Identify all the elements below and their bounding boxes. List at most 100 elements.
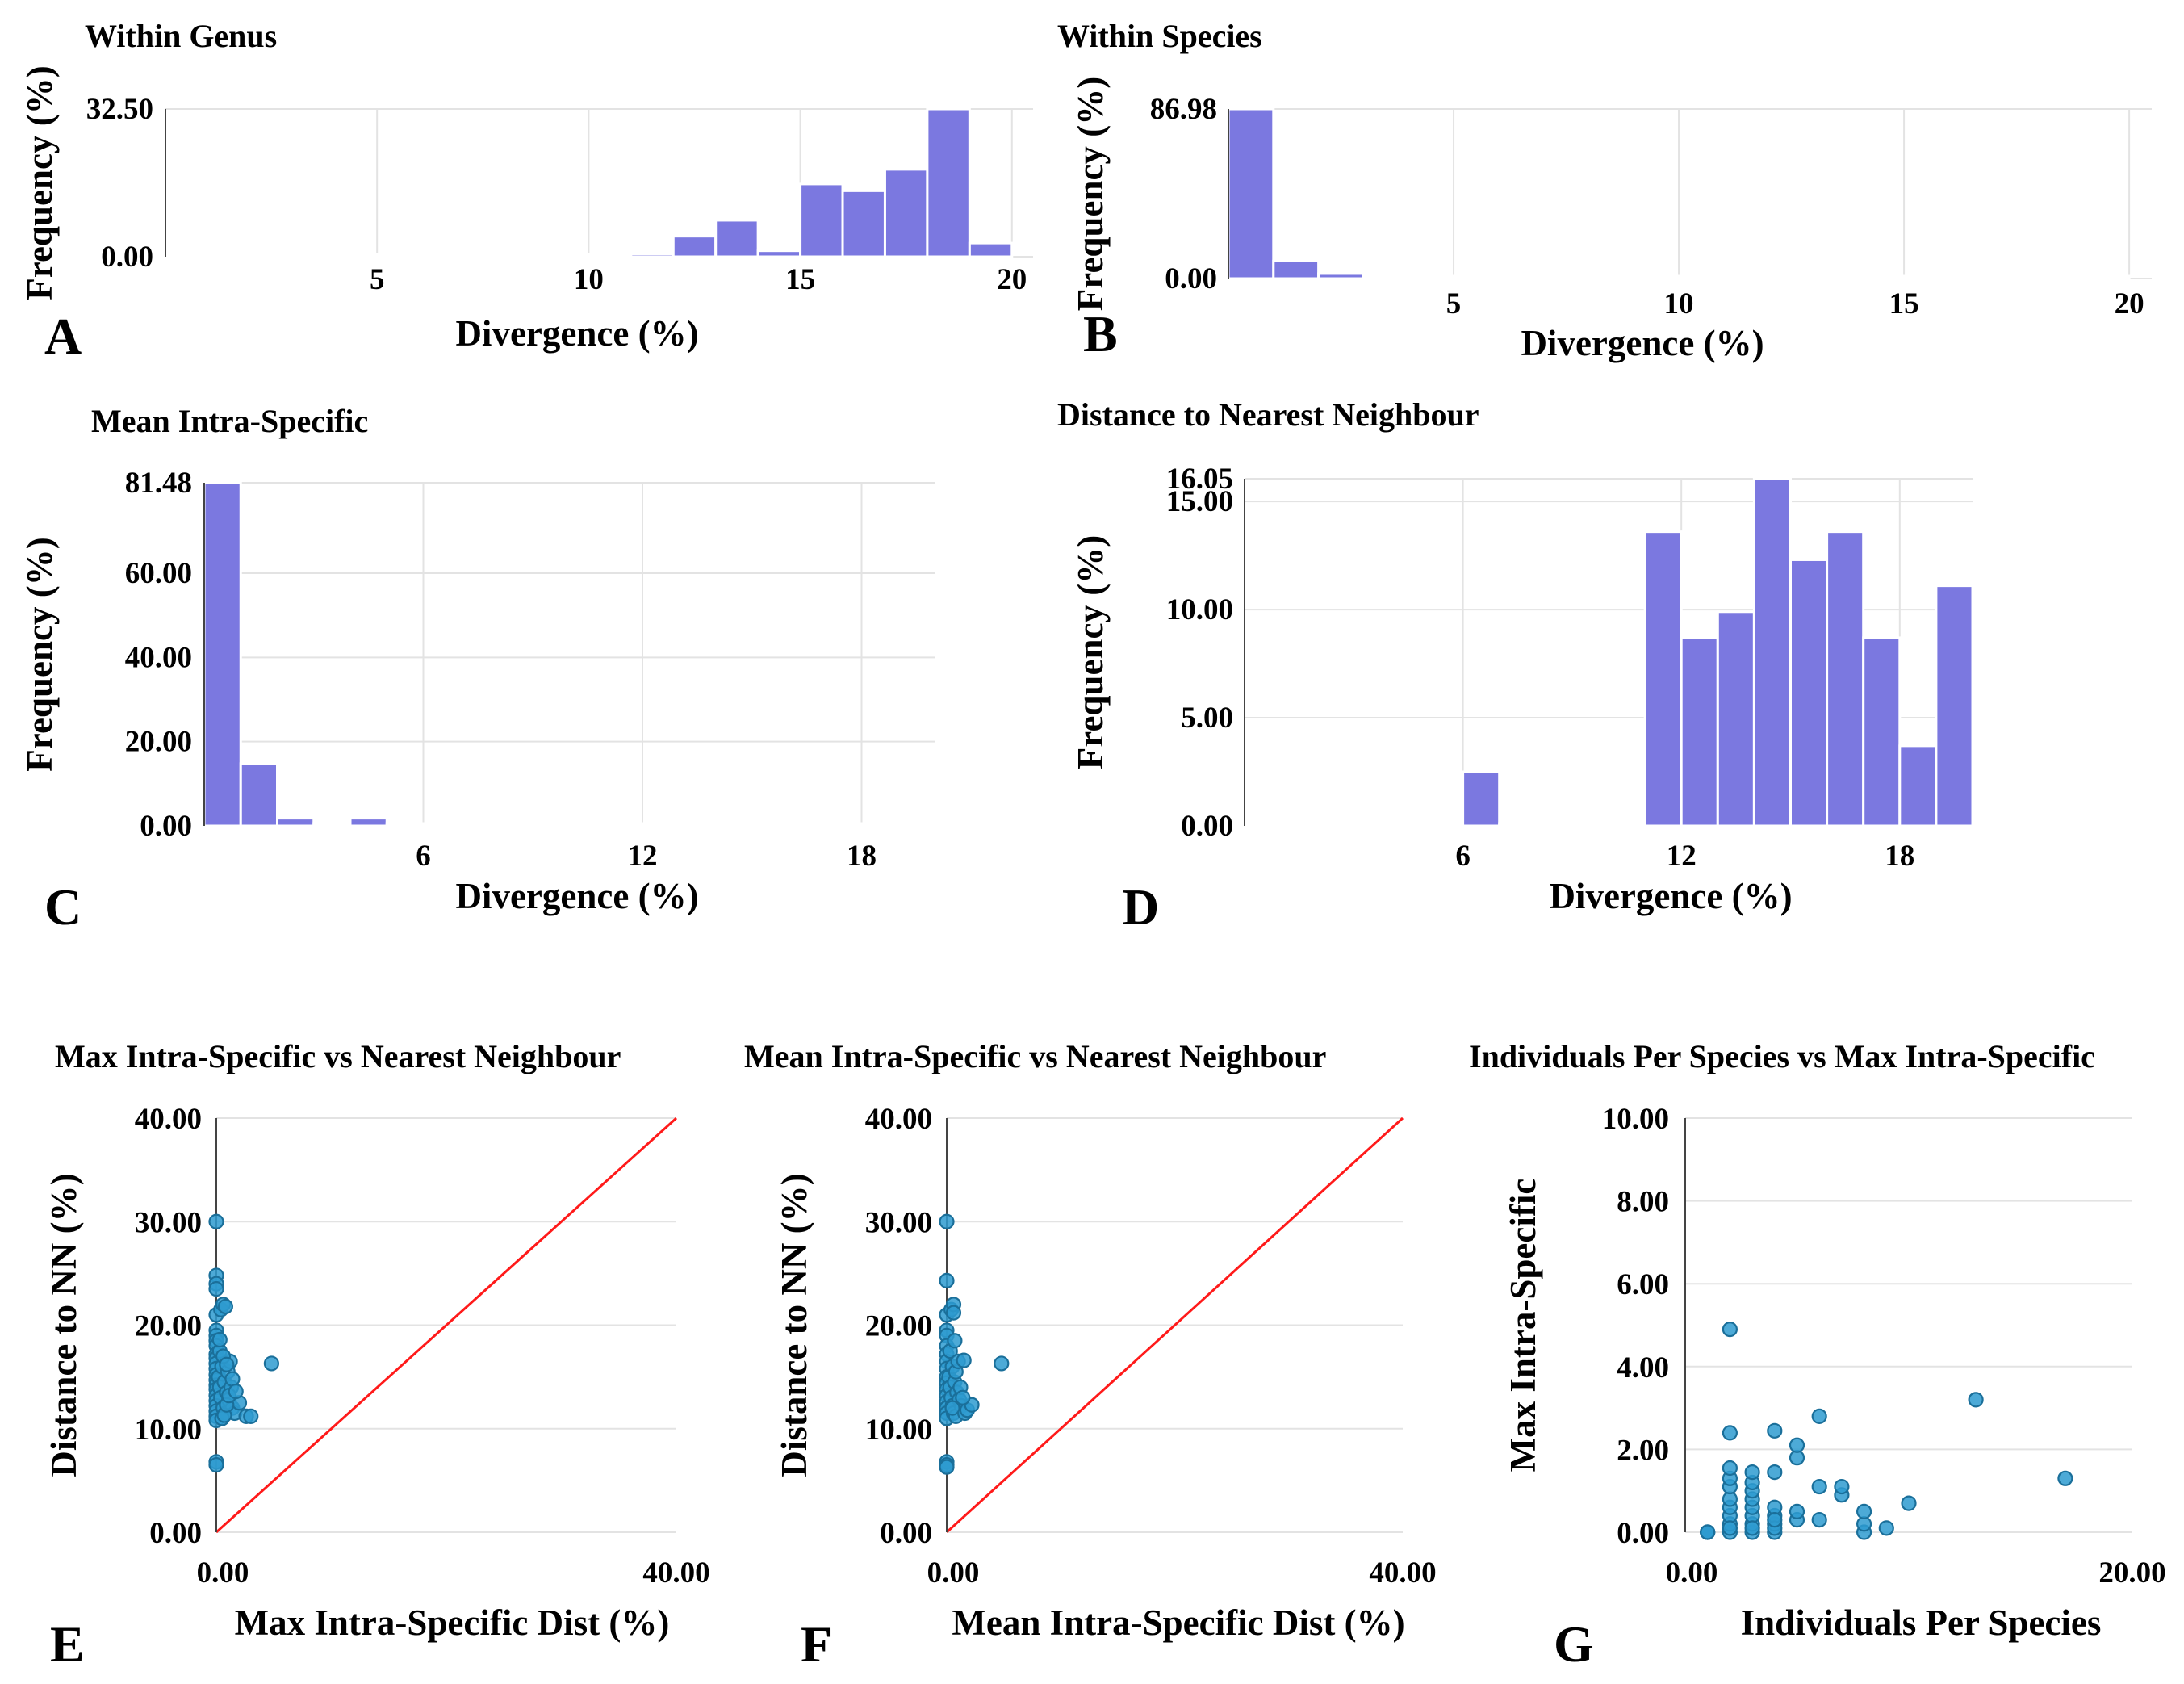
chart-title: Mean Intra-Specific vs Nearest Neighbour: [744, 1038, 1326, 1074]
y-tick-label: 30.00: [865, 1206, 932, 1239]
scatter-point: [955, 1389, 971, 1405]
reference-line-y-equals-x: [945, 1116, 1404, 1534]
scatter-point: [208, 1281, 224, 1297]
histogram-bar: [926, 107, 971, 258]
scatter-point: [1767, 1512, 1783, 1528]
x-tick-label: 0.00: [197, 1556, 249, 1590]
histogram-bar: [1362, 274, 1410, 280]
y-tick-label: 0.00: [149, 1517, 202, 1550]
y-axis-label: Frequency (%): [1070, 535, 1111, 769]
scatter-point: [1811, 1408, 1827, 1424]
histogram-bar: [276, 817, 316, 827]
histogram-bar: [1279, 822, 1319, 827]
histogram-bar: [1462, 770, 1501, 827]
histogram-bar: [312, 822, 352, 827]
histogram-bar: [787, 822, 826, 827]
histogram-bar: [751, 822, 790, 827]
histogram-bar: [422, 822, 462, 827]
panel-label: D: [1122, 878, 1159, 936]
y-tick-label: 40.00: [135, 1103, 202, 1136]
y-tick-label: 32.50: [86, 93, 153, 126]
scatter-point: [1856, 1503, 1872, 1519]
x-tick-label: 6: [1455, 840, 1471, 873]
histogram-bar: [1587, 274, 1635, 280]
x-tick-label: 6: [416, 840, 431, 873]
histogram-bar: [333, 253, 379, 258]
histogram-bar: [1452, 274, 1500, 280]
chart-within-genus: 0.00 32.50 5 10 15 20 Within Genus Frequency (%…: [19, 18, 1033, 365]
y-tick-label: 5.00: [1181, 702, 1233, 735]
x-tick-label: 15: [785, 263, 815, 296]
histogram-bar: [1272, 259, 1320, 280]
panel-label: C: [44, 878, 82, 936]
scatter-point: [1700, 1524, 1716, 1540]
histogram-bar: [1857, 274, 1906, 280]
y-axis-label: Frequency (%): [19, 537, 60, 771]
y-tick-label: 20.00: [135, 1310, 202, 1343]
y-tick-label: 10.00: [1602, 1103, 1669, 1136]
x-tick-label: 20: [2115, 287, 2144, 320]
x-axis-label: Mean Intra-Specific Dist (%): [952, 1602, 1404, 1643]
scatter-point: [1789, 1503, 1805, 1519]
histogram-bar: [1902, 274, 1951, 280]
panel-label: G: [1554, 1615, 1594, 1673]
histogram-bar: [164, 253, 209, 258]
y-axis-label: Distance to NN (%): [44, 1173, 84, 1477]
histogram-bar: [1935, 584, 1974, 827]
reference-line-y-equals-x: [215, 1116, 678, 1534]
y-tick-label: 4.00: [1617, 1351, 1669, 1384]
y-axis-label: Max Intra-Specific: [1503, 1179, 1543, 1472]
chart-mean-intra-specific: 0.00 20.00 40.00 60.00 81.48 6 12 18 Mean Intra-…: [19, 403, 936, 936]
x-tick-label: 20: [997, 263, 1027, 296]
chart-title: Within Genus: [85, 18, 277, 54]
histogram-bar: [495, 822, 534, 827]
scatter-point: [208, 1457, 224, 1473]
scatter-point: [947, 1333, 963, 1349]
y-axis-label: Frequency (%): [1070, 77, 1111, 311]
y-tick-label: 10.00: [865, 1414, 932, 1447]
histogram-bar: [458, 822, 498, 827]
y-tick-label: 10.00: [1166, 593, 1233, 626]
histogram-bar: [1948, 274, 1996, 280]
histogram-bar: [630, 253, 675, 258]
scatter-point: [1744, 1464, 1760, 1481]
histogram-bar: [1497, 274, 1546, 280]
chart-title: Distance to Nearest Neighbour: [1057, 396, 1479, 433]
scatter-point: [211, 1331, 228, 1348]
x-tick-label: 0.00: [927, 1556, 980, 1590]
y-tick-label: 40.00: [125, 641, 192, 674]
y-axis-label: Distance to NN (%): [774, 1173, 814, 1477]
y-tick-label: 0.00: [1181, 810, 1233, 843]
scatter-point: [944, 1400, 960, 1416]
panel-label: B: [1083, 305, 1118, 362]
histogram-bar: [714, 219, 759, 258]
histogram-bar: [1388, 822, 1429, 827]
histogram-bar: [1680, 636, 1719, 827]
histogram-bar: [897, 822, 936, 827]
histogram-bar: [587, 253, 633, 258]
y-tick-label: 40.00: [865, 1103, 932, 1136]
y-tick-label: 0.00: [101, 241, 153, 274]
x-tick-label: 0.00: [1666, 1556, 1718, 1590]
histogram-bar: [823, 822, 863, 827]
scatter-point: [2057, 1470, 2073, 1486]
histogram-bar: [1542, 274, 1590, 280]
x-tick-label: 10: [574, 263, 604, 296]
y-tick-label: 0.00: [1165, 262, 1217, 295]
x-axis-label: Divergence (%): [1549, 876, 1792, 916]
scatter-point: [1968, 1392, 1984, 1408]
histogram-bar: [2037, 274, 2086, 280]
histogram-bar: [1752, 477, 1792, 827]
y-tick-label: 20.00: [865, 1310, 932, 1343]
y-tick-label: 86.98: [1150, 93, 1217, 126]
y-tick-label: 0.00: [1617, 1517, 1669, 1550]
y-tick-label: 8.00: [1617, 1186, 1669, 1219]
histogram-bar: [1407, 274, 1455, 280]
x-axis-label: Individuals Per Species: [1741, 1602, 2102, 1643]
x-tick-label: 40.00: [1369, 1556, 1436, 1590]
y-tick-label: 81.48: [125, 467, 192, 500]
histogram-bar: [1607, 822, 1646, 827]
x-tick-label: 15: [1889, 287, 1919, 320]
scatter-point: [228, 1383, 244, 1400]
histogram-bar: [605, 822, 644, 827]
